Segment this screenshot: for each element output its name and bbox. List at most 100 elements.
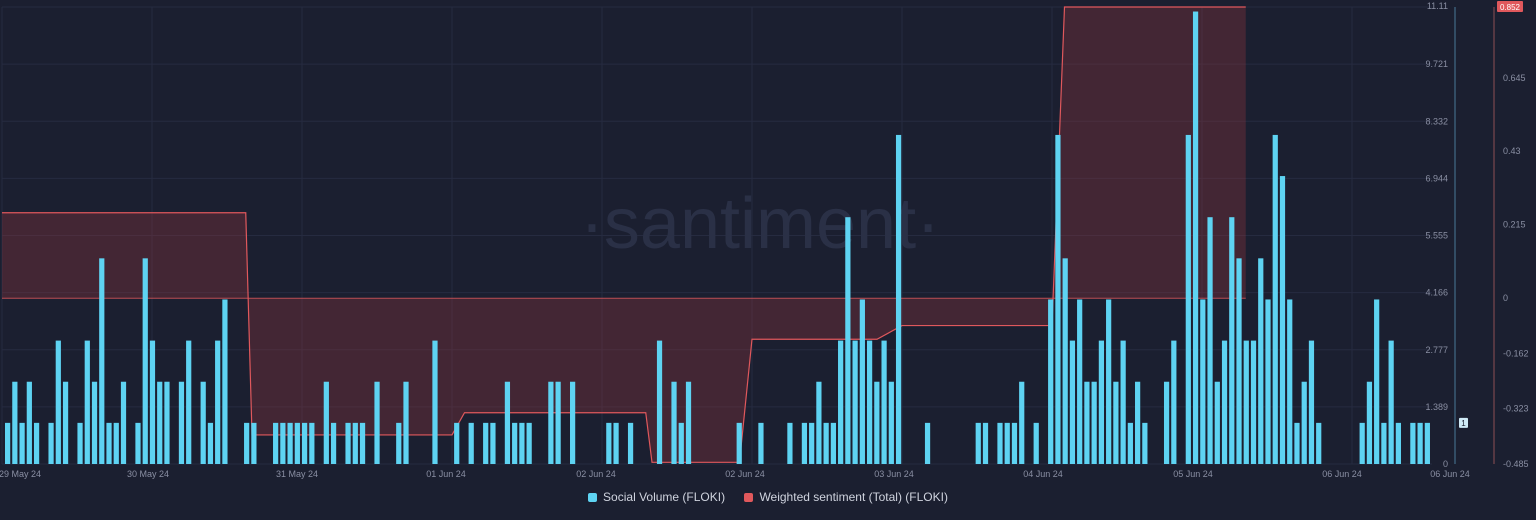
social-volume-bar [164, 381, 170, 464]
social-volume-bar [200, 381, 206, 464]
social-volume-bar [84, 340, 90, 464]
legend-item-weighted-sentiment[interactable]: Weighted sentiment (Total) (FLOKI) [744, 490, 948, 504]
social-volume-bar [504, 381, 511, 464]
social-volume-bar [1207, 217, 1213, 464]
y-right-top-badge-bg [1497, 1, 1523, 12]
social-volume-bar [1301, 381, 1307, 464]
social-volume-bar [113, 422, 119, 464]
social-volume-bar [178, 381, 185, 464]
social-volume-bar [1388, 340, 1394, 464]
social-volume-bar [1424, 422, 1430, 464]
legend-swatch-social-volume [588, 492, 598, 502]
y-left-current-badge-bg [1459, 417, 1468, 428]
social-volume-bar [1287, 299, 1293, 464]
social-volume-bar [1192, 11, 1199, 465]
social-volume-bar [809, 422, 815, 464]
social-volume-bar [1048, 299, 1054, 464]
social-volume-bar [1417, 422, 1423, 464]
y-left-tick-label: 2.777 [1425, 345, 1448, 355]
axis-layer: 0 1.389 2.777 4.166 5.555 6.944 8.332 9.721 11.1… [0, 1, 1529, 479]
x-tick-label: 01 Jun 24 [426, 469, 466, 479]
social-volume-bar [1091, 381, 1097, 464]
social-volume-bar [555, 381, 561, 464]
social-volume-bar [816, 381, 822, 464]
social-volume-bar [309, 422, 315, 464]
social-volume-bar [852, 340, 858, 464]
social-volume-bar [1106, 299, 1112, 464]
social-volume-bar [157, 381, 163, 464]
social-volume-bar [135, 422, 141, 464]
social-volume-bar [432, 340, 438, 464]
y-left-tick-label: 0 [1443, 459, 1448, 469]
social-volume-bar [1229, 217, 1235, 464]
legend: Social Volume (FLOKI) Weighted sentiment… [0, 490, 1536, 505]
y-right-tick-label: -0.485 [1503, 459, 1529, 469]
social-volume-bar [1374, 299, 1380, 464]
y-right-tick-label: 0.215 [1503, 220, 1526, 230]
social-volume-bar [787, 422, 793, 464]
social-volume-bar [396, 422, 402, 464]
social-volume-bar [859, 299, 865, 464]
social-volume-bar [62, 381, 69, 464]
social-volume-bar [678, 422, 684, 464]
social-volume-bar [1410, 422, 1416, 464]
social-volume-bar [1163, 381, 1170, 464]
y-right-tick-label: 0 [1503, 293, 1508, 303]
social-volume-bar [1308, 340, 1315, 464]
social-volume-bar [1011, 422, 1018, 464]
watermark-text: ·santiment· [580, 184, 940, 264]
legend-swatch-weighted-sentiment [744, 492, 754, 502]
social-volume-bar [1214, 381, 1220, 464]
social-volume-bar [1055, 134, 1061, 464]
legend-item-social-volume[interactable]: Social Volume (FLOKI) [588, 490, 725, 504]
social-volume-bar [1265, 299, 1271, 464]
social-volume-bar [830, 422, 836, 464]
social-volume-bar [895, 134, 902, 464]
social-volume-bar [1236, 258, 1242, 464]
social-volume-bar [1272, 134, 1278, 464]
social-volume-bar [1243, 340, 1249, 464]
social-volume-bar [838, 340, 844, 464]
social-volume-bar [997, 422, 1003, 464]
social-volume-bar [280, 422, 286, 464]
social-volume-bar [222, 299, 228, 464]
social-volume-bar [186, 340, 192, 464]
social-volume-bar [33, 422, 40, 464]
social-volume-bar [142, 258, 148, 464]
y-right-tick-label: -0.323 [1503, 404, 1529, 414]
social-volume-bar [1171, 340, 1177, 464]
x-tick-label: 04 Jun 24 [1023, 469, 1063, 479]
social-volume-bar [468, 422, 474, 464]
social-volume-bar [1113, 381, 1119, 464]
social-volume-bar [1294, 422, 1300, 464]
social-volume-bar [526, 422, 532, 464]
x-tick-label: 03 Jun 24 [874, 469, 914, 479]
x-tick-label: 02 Jun 24 [725, 469, 765, 479]
social-volume-bar [5, 422, 11, 464]
social-volume-bar [1185, 134, 1191, 464]
social-volume-bar [1250, 340, 1257, 464]
y-left-tick-label: 9.721 [1425, 59, 1448, 69]
x-tick-label: 06 Jun 24 [1430, 469, 1470, 479]
social-volume-bar [1062, 258, 1068, 464]
social-volume-bar [454, 422, 460, 464]
social-volume-bar [345, 422, 351, 464]
social-volume-bar [26, 381, 32, 464]
y-right-top-badge-text: 0.852 [1500, 3, 1521, 12]
y-left-tick-label: 5.555 [1425, 231, 1448, 241]
social-volume-bar [1033, 422, 1039, 464]
y-right-tick-label: 0.43 [1503, 146, 1521, 156]
social-volume-bar [215, 340, 221, 464]
social-volume-bar [91, 381, 98, 464]
x-tick-label: 06 Jun 24 [1322, 469, 1362, 479]
social-volume-bar [1004, 422, 1010, 464]
social-volume-bar [77, 422, 83, 464]
social-volume-bar [1135, 381, 1141, 464]
y-left-tick-label: 6.944 [1425, 173, 1448, 183]
social-volume-bar [323, 381, 329, 464]
social-volume-bar [613, 422, 619, 464]
x-tick-label: 02 Jun 24 [576, 469, 616, 479]
social-volume-bar [1120, 340, 1126, 464]
y-left-tick-label: 1.389 [1425, 402, 1448, 412]
social-volume-bar [671, 381, 677, 464]
